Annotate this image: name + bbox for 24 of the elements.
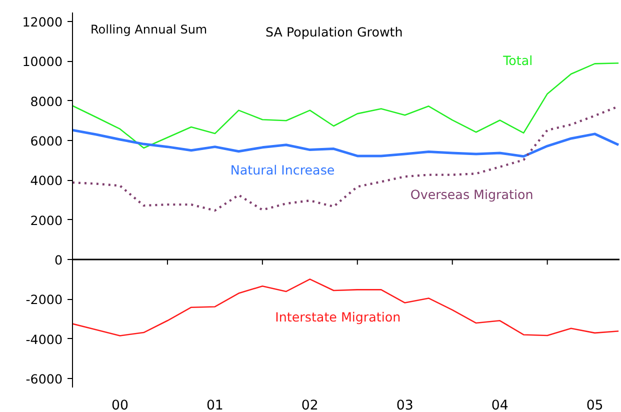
series-label: Interstate Migration bbox=[275, 309, 401, 324]
x-tick-label: 02 bbox=[301, 398, 318, 412]
x-tick-label: 01 bbox=[206, 398, 224, 412]
series-label: Overseas Migration bbox=[410, 186, 534, 202]
x-tick-label: 04 bbox=[491, 398, 508, 412]
y-tick-label: 12000 bbox=[22, 14, 63, 30]
y-tick-label: -2000 bbox=[26, 292, 63, 308]
y-tick-label: 4000 bbox=[30, 173, 63, 188]
y-tick-label: -4000 bbox=[26, 332, 63, 347]
line-series bbox=[72, 278, 620, 336]
series-label: Natural Increase bbox=[230, 162, 335, 178]
y-tick-label: -6000 bbox=[26, 372, 63, 387]
annotation: Rolling Annual Sum bbox=[90, 22, 208, 36]
y-tick-label: 6000 bbox=[30, 133, 63, 148]
y-tick-label: 8000 bbox=[30, 94, 63, 109]
y-tick-label: 10000 bbox=[22, 54, 63, 70]
text: SA Population Growth bbox=[266, 24, 403, 40]
x-tick-label: 00 bbox=[112, 398, 128, 412]
y-tick-label: 2000 bbox=[30, 212, 63, 228]
text: Total bbox=[502, 53, 533, 68]
x-tick-label: 03 bbox=[396, 398, 414, 412]
line-series bbox=[72, 128, 620, 158]
y-tick-label: 0 bbox=[54, 252, 63, 268]
x-tick-label: 05 bbox=[586, 398, 604, 412]
